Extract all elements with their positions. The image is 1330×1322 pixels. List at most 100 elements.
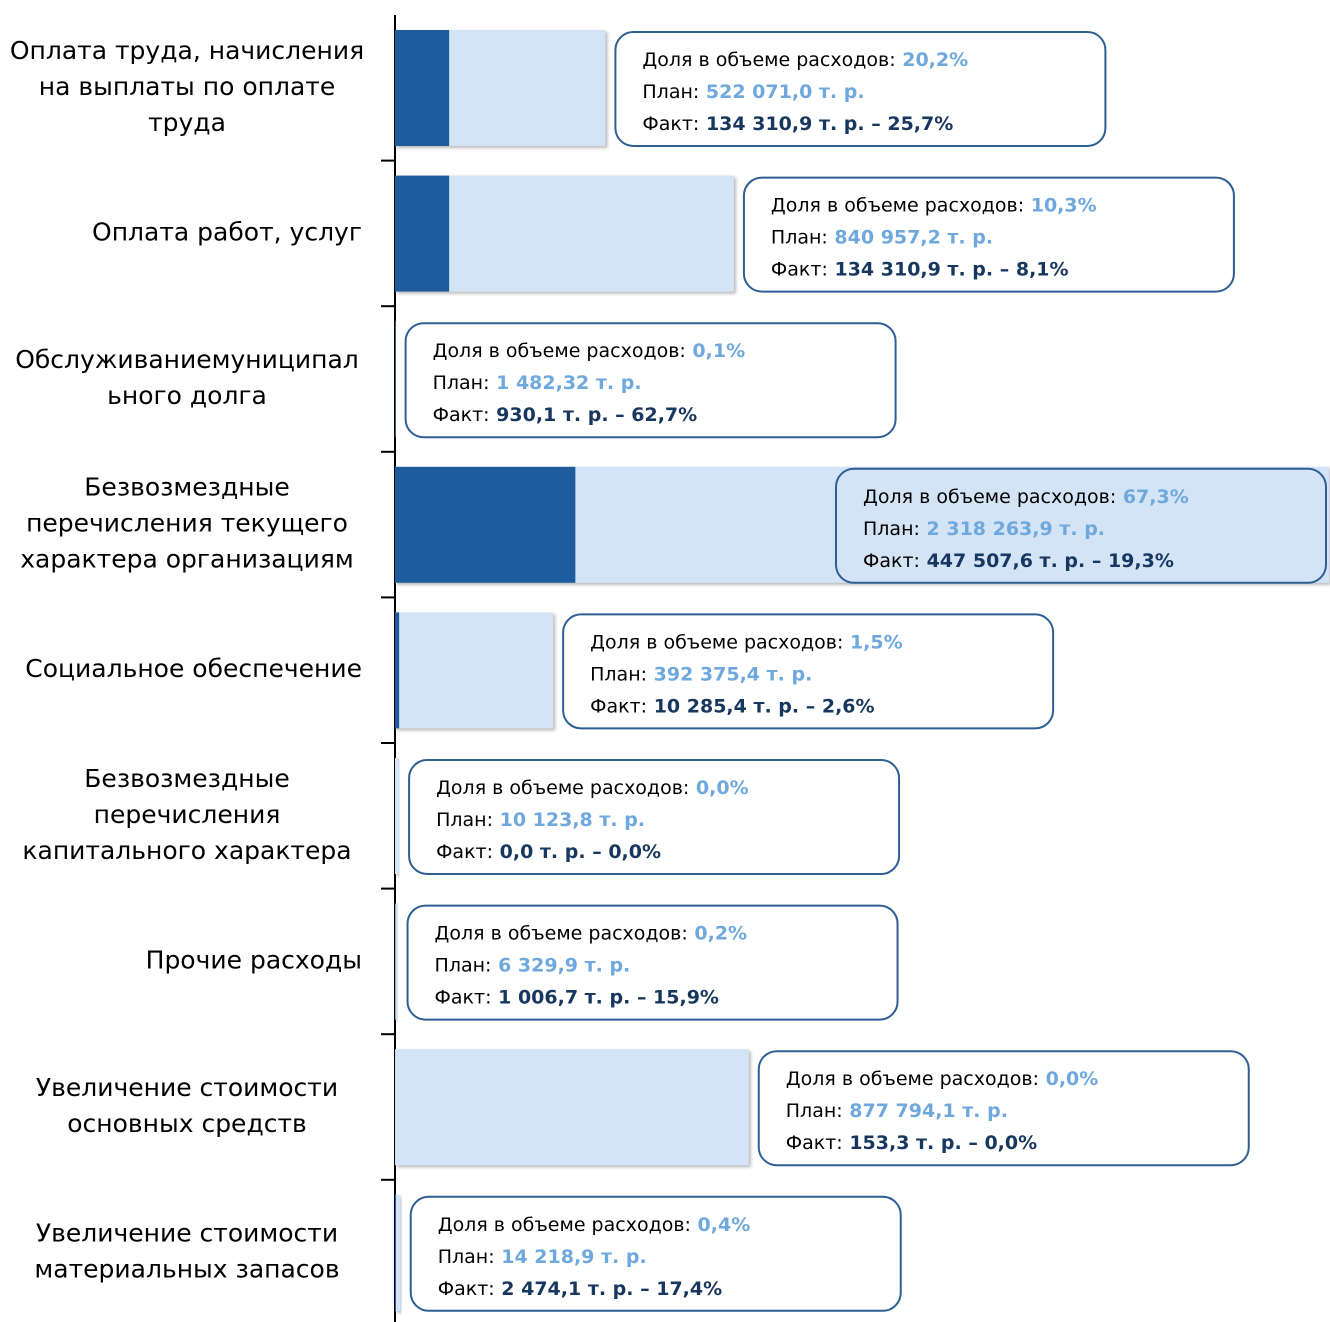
annotation-part: 2 318 263,9 т. р.: [920, 517, 1105, 539]
plan-bar: [395, 903, 398, 1020]
annotation-part: 134 310,9 т. р.: [828, 258, 993, 280]
annotation-part: 67,3%: [1116, 485, 1189, 507]
category-label: Оплата труда, начисления на выплаты по оп…: [10, 36, 364, 137]
annotation-part: Факт:: [590, 695, 647, 717]
annotation-part: Факт:: [771, 258, 828, 280]
annotation-part: Доля в объеме расходов:: [435, 922, 688, 944]
annotation-part: Факт:: [436, 841, 493, 863]
annotation-part: 10 285,4 т. р.: [647, 695, 799, 717]
annotation-part: 877 794,1 т. р.: [843, 1100, 1008, 1122]
annotation-part: – 8,1%: [993, 258, 1068, 280]
annotation-part: – 0,0%: [962, 1132, 1037, 1154]
annotation-box: [408, 759, 901, 875]
annotation-part: 1,5%: [843, 631, 902, 653]
fact-line: Факт: 153,3 т. р. – 0,0%: [786, 1132, 1037, 1154]
annotation-part: 0,0 т. р.: [493, 841, 586, 863]
annotation-part: 0,0%: [689, 777, 748, 799]
fact-bar: [395, 466, 576, 583]
annotation-part: – 2,6%: [799, 695, 874, 717]
annotation-part: – 17,4%: [634, 1277, 723, 1299]
plan-line: План: 877 794,1 т. р.: [786, 1100, 1008, 1122]
annotation-box: [614, 31, 1107, 147]
annotation-part: 6 329,9 т. р.: [491, 954, 630, 976]
category-label: Безвозмездные перечисления капитального ха…: [22, 764, 351, 865]
annotation-box: [404, 322, 897, 439]
plan-bar: [395, 1194, 401, 1311]
plan-line: План: 6 329,9 т. р.: [435, 954, 631, 976]
plan-line: План: 10 123,8 т. р.: [436, 809, 645, 831]
annotation-part: 0,2%: [688, 922, 747, 944]
category-label: Оплата работ, услуг: [92, 217, 362, 246]
annotation-part: Доля в объеме расходов:: [642, 49, 895, 71]
plan-line: План: 1 482,32 т. р.: [433, 372, 642, 394]
fact-bar: [395, 1194, 396, 1311]
share-line: Доля в объеме расходов: 1,5%: [590, 631, 903, 653]
annotation-part: – 62,7%: [609, 404, 698, 426]
annotation-part: 0,1%: [686, 340, 745, 362]
annotation-part: 14 218,9 т. р.: [495, 1245, 647, 1267]
annotation-part: Доля в объеме расходов:: [786, 1068, 1039, 1090]
share-line: Доля в объеме расходов: 0,1%: [433, 340, 746, 362]
category-label: Прочие расходы: [146, 945, 362, 974]
annotation-part: Доля в объеме расходов:: [863, 485, 1116, 507]
annotation-part: Факт:: [786, 1132, 843, 1154]
category-label: Увеличение стоимости материальных запасов: [34, 1219, 339, 1284]
annotation-part: План:: [433, 372, 490, 394]
annotation-part: 522 071,0 т. р.: [699, 81, 864, 103]
plan-bar: [395, 612, 554, 729]
annotation-part: 10,3%: [1024, 194, 1097, 216]
annotation-part: 153,3 т. р.: [843, 1132, 962, 1154]
annotation-part: План:: [863, 517, 920, 539]
annotation-box: [742, 176, 1235, 293]
annotation-part: 20,2%: [896, 49, 969, 71]
annotation-part: 447 507,6 т. р.: [920, 549, 1085, 571]
fact-line: Факт: 10 285,4 т. р. – 2,6%: [590, 695, 874, 717]
annotation-part: 392 375,4 т. р.: [647, 663, 812, 685]
annotation-part: – 0,0%: [586, 841, 661, 863]
share-line: Доля в объеме расходов: 0,2%: [435, 922, 748, 944]
share-line: Доля в объеме расходов: 0,0%: [786, 1068, 1099, 1090]
annotation-part: План:: [436, 809, 493, 831]
annotation-box: [562, 613, 1055, 730]
fact-line: Факт: 1 006,7 т. р. – 15,9%: [435, 986, 719, 1008]
fact-line: Факт: 930,1 т. р. – 62,7%: [433, 404, 698, 426]
fact-bar: [395, 612, 400, 729]
plan-line: План: 2 318 263,9 т. р.: [863, 517, 1105, 539]
annotation-part: 0,0%: [1039, 1068, 1098, 1090]
plan-line: План: 14 218,9 т. р.: [438, 1245, 647, 1267]
fact-line: Факт: 0,0 т. р. – 0,0%: [436, 841, 661, 863]
share-line: Доля в объеме расходов: 10,3%: [771, 194, 1097, 216]
annotation-part: 1 482,32 т. р.: [490, 372, 642, 394]
fact-bar: [395, 30, 450, 146]
annotation-part: 0,4%: [691, 1213, 750, 1235]
plan-bar: [395, 758, 400, 874]
annotation-part: Доля в объеме расходов:: [433, 340, 686, 362]
share-line: Доля в объеме расходов: 67,3%: [863, 485, 1189, 507]
category-label: Безвозмездные перечисления текущего характ…: [20, 473, 353, 574]
annotation-part: – 25,7%: [865, 113, 954, 135]
annotation-part: Факт:: [438, 1277, 495, 1299]
annotation-part: 2 474,1 т. р.: [495, 1277, 634, 1299]
annotation-part: План:: [786, 1100, 843, 1122]
annotation-part: 840 957,2 т. р.: [828, 226, 993, 248]
category-label: Увеличение стоимости основных средств: [36, 1073, 338, 1138]
annotation-part: Доля в объеме расходов:: [590, 631, 843, 653]
annotation-box: [406, 904, 899, 1021]
annotation-part: План:: [642, 81, 699, 103]
fact-bar: [395, 175, 450, 292]
plan-line: План: 392 375,4 т. р.: [590, 663, 812, 685]
annotation-part: Факт:: [433, 404, 490, 426]
annotation-part: Факт:: [863, 549, 920, 571]
annotation-part: – 19,3%: [1085, 549, 1174, 571]
annotation-part: План:: [438, 1245, 495, 1267]
fact-line: Факт: 2 474,1 т. р. – 17,4%: [438, 1277, 722, 1299]
annotation-part: Факт:: [435, 986, 492, 1008]
share-line: Доля в объеме расходов: 0,4%: [438, 1213, 751, 1235]
plan-line: План: 522 071,0 т. р.: [642, 81, 864, 103]
annotation-part: 10 123,8 т. р.: [493, 809, 645, 831]
annotation-box: [757, 1050, 1250, 1167]
annotation-part: План:: [435, 954, 492, 976]
annotation-part: 930,1 т. р.: [490, 404, 609, 426]
annotation-part: План:: [771, 226, 828, 248]
